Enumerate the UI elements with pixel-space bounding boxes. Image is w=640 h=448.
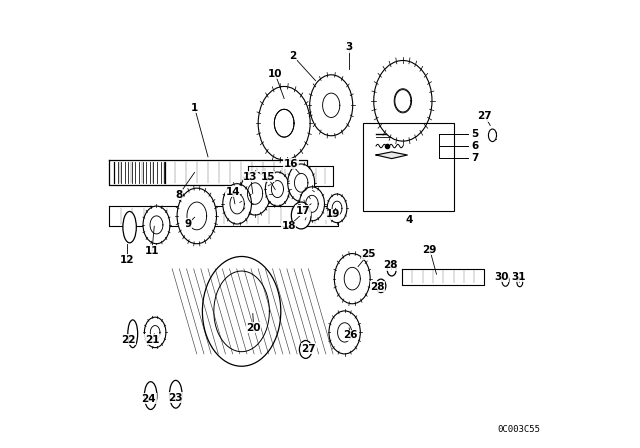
Ellipse shape bbox=[177, 188, 216, 244]
Ellipse shape bbox=[502, 275, 509, 286]
Ellipse shape bbox=[128, 320, 138, 348]
Ellipse shape bbox=[376, 279, 386, 293]
Ellipse shape bbox=[310, 75, 353, 136]
Ellipse shape bbox=[300, 340, 312, 358]
Text: 25: 25 bbox=[361, 249, 376, 259]
Text: 7: 7 bbox=[472, 153, 479, 163]
Text: 10: 10 bbox=[268, 69, 282, 79]
Text: 16: 16 bbox=[284, 159, 298, 168]
Text: 6: 6 bbox=[472, 142, 479, 151]
Text: 23: 23 bbox=[168, 393, 183, 403]
Ellipse shape bbox=[327, 194, 347, 223]
Text: 9: 9 bbox=[184, 219, 191, 229]
Text: 29: 29 bbox=[422, 245, 437, 254]
Ellipse shape bbox=[334, 254, 370, 304]
Text: 22: 22 bbox=[122, 335, 136, 345]
Ellipse shape bbox=[145, 317, 166, 348]
Ellipse shape bbox=[223, 184, 252, 224]
Ellipse shape bbox=[266, 172, 289, 206]
Text: 27: 27 bbox=[301, 344, 316, 353]
Text: 21: 21 bbox=[145, 335, 159, 345]
Ellipse shape bbox=[291, 202, 311, 229]
Ellipse shape bbox=[488, 129, 497, 142]
Text: 24: 24 bbox=[141, 394, 156, 404]
Ellipse shape bbox=[517, 278, 523, 287]
Text: 26: 26 bbox=[343, 330, 358, 340]
Text: 8: 8 bbox=[175, 190, 182, 200]
Ellipse shape bbox=[170, 380, 182, 408]
Text: 18: 18 bbox=[282, 221, 296, 231]
Ellipse shape bbox=[288, 164, 315, 202]
Text: 1: 1 bbox=[191, 103, 198, 112]
Text: 2: 2 bbox=[289, 51, 297, 61]
Ellipse shape bbox=[374, 60, 432, 141]
Text: 5: 5 bbox=[472, 129, 479, 139]
Text: 4: 4 bbox=[406, 215, 413, 224]
Ellipse shape bbox=[387, 263, 396, 276]
Text: 30: 30 bbox=[494, 272, 509, 282]
Text: 11: 11 bbox=[145, 246, 159, 256]
Polygon shape bbox=[376, 152, 407, 159]
Ellipse shape bbox=[300, 187, 324, 221]
Text: 19: 19 bbox=[325, 209, 340, 219]
Ellipse shape bbox=[145, 382, 157, 409]
Bar bbox=[362, 123, 454, 211]
Ellipse shape bbox=[143, 206, 170, 244]
Text: 20: 20 bbox=[246, 323, 261, 333]
Ellipse shape bbox=[202, 256, 281, 366]
Ellipse shape bbox=[123, 211, 136, 243]
Text: 28: 28 bbox=[383, 260, 398, 270]
Text: 27: 27 bbox=[477, 112, 492, 121]
Ellipse shape bbox=[240, 172, 270, 215]
Text: 17: 17 bbox=[296, 206, 310, 215]
Text: 31: 31 bbox=[511, 272, 525, 282]
Text: 13: 13 bbox=[243, 172, 258, 182]
Text: 15: 15 bbox=[260, 172, 275, 182]
Text: 0C003C55: 0C003C55 bbox=[498, 425, 541, 434]
Text: 12: 12 bbox=[120, 255, 134, 265]
Text: 28: 28 bbox=[370, 282, 385, 292]
Text: 3: 3 bbox=[346, 42, 353, 52]
Ellipse shape bbox=[329, 311, 360, 354]
Text: 14: 14 bbox=[225, 187, 240, 197]
Ellipse shape bbox=[258, 86, 310, 160]
